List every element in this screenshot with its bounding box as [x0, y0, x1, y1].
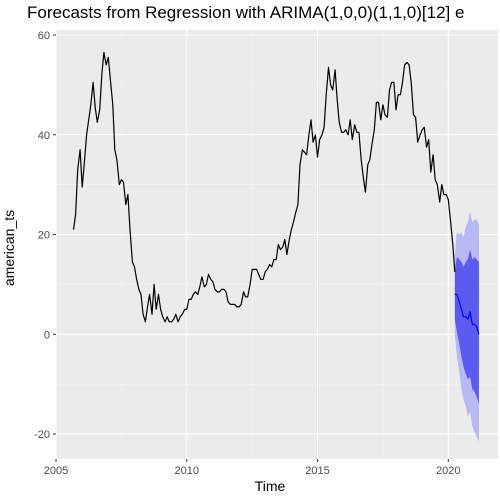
- series-lines: [72, 51, 480, 335]
- grid-lines: [55, 30, 498, 459]
- x-tick-label: 2020: [436, 465, 460, 477]
- chart-title: Forecasts from Regression with ARIMA(1,0…: [27, 3, 464, 22]
- forecast-intervals: [454, 212, 479, 442]
- plot-panel: [56, 30, 498, 459]
- x-tick-label: 2010: [175, 465, 199, 477]
- y-tick-label: 40: [38, 130, 50, 142]
- forecast-mean-line: [454, 293, 480, 335]
- y-tick-label: 20: [38, 230, 50, 242]
- x-tick-label: 2015: [305, 465, 329, 477]
- series-line: [72, 51, 456, 323]
- y-tick-label: 0: [44, 329, 50, 341]
- axes: -20 0 20 40 60 2005 2010 2015 2020: [34, 30, 460, 477]
- y-axis-label: american_ts: [1, 210, 17, 286]
- x-axis-label: Time: [255, 478, 286, 494]
- x-tick-label: 2005: [44, 465, 68, 477]
- interval-80-band: [454, 249, 479, 405]
- y-tick-label: 60: [38, 30, 50, 42]
- y-tick-label: -20: [34, 429, 50, 441]
